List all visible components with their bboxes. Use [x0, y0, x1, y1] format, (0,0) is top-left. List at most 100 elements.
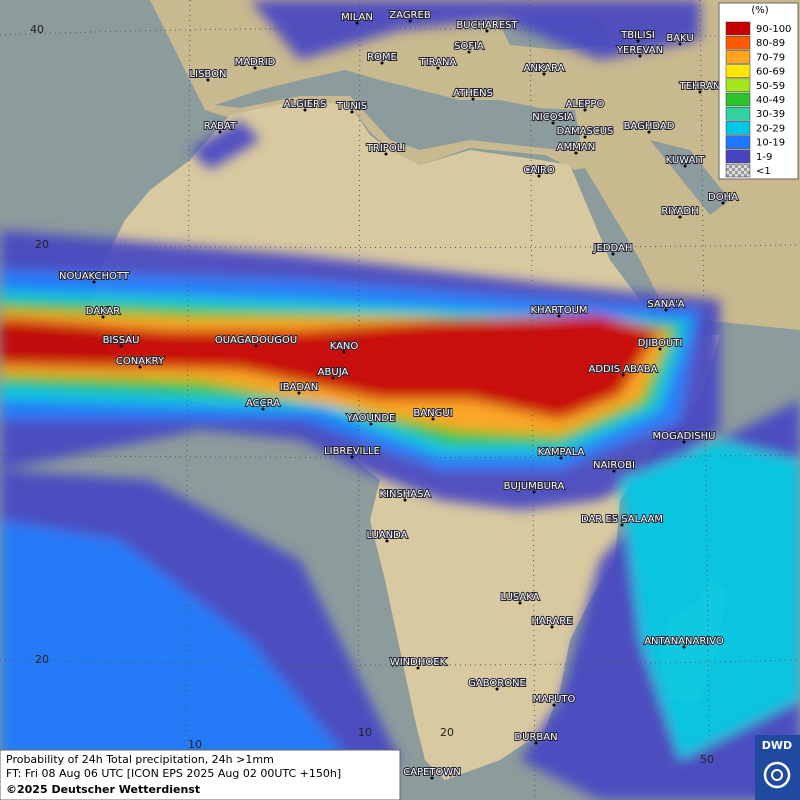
city-dot — [698, 90, 702, 94]
logo-bg — [755, 735, 800, 800]
city-dot — [101, 315, 105, 319]
grid-label: 20 — [440, 726, 454, 739]
city-label: BUCHAREST — [456, 20, 518, 31]
grid-label: 20 — [35, 653, 49, 666]
mediterranean — [215, 70, 580, 150]
city-dot — [331, 376, 335, 380]
city-label: BISSAU — [103, 335, 140, 346]
city-dot — [350, 110, 354, 114]
city-label: HARARE — [531, 616, 572, 627]
city-dot — [611, 252, 615, 256]
city-label: NICOSIA — [532, 112, 574, 123]
dwd-logo: DWD — [755, 735, 800, 800]
city-label: DURBAN — [514, 732, 557, 743]
city-dot — [119, 344, 123, 348]
city-label: WINDHOEK — [390, 657, 447, 668]
city-label: OUAGADOUGOU — [215, 335, 297, 346]
legend-label: 90-100 — [756, 24, 791, 35]
city-dot — [467, 50, 471, 54]
legend-items: 90-100 80-89 70-79 60-69 50-59 40-49 30-39 20-2… — [725, 21, 791, 178]
footer-box — [0, 749, 401, 800]
city-label: LISBON — [190, 69, 227, 80]
city-label: MOGADISHU — [653, 431, 716, 442]
gulf — [650, 140, 730, 215]
city-label: ACCRA — [246, 398, 280, 409]
city-dot — [683, 164, 687, 168]
city-dot — [92, 280, 96, 284]
legend-swatch — [725, 21, 751, 36]
city-label: ABUJA — [318, 367, 349, 378]
city-dot — [138, 365, 142, 369]
city-dot — [621, 373, 625, 377]
city-dot — [485, 29, 489, 33]
city-dot — [518, 601, 522, 605]
city-dot — [369, 422, 373, 426]
city-dot — [253, 66, 257, 70]
red-sea — [575, 168, 665, 318]
logo-swirl-inner — [771, 769, 783, 781]
city-label: DOHA — [708, 192, 738, 203]
city-label: BAGHDAD — [624, 121, 675, 132]
city-dot — [342, 350, 346, 354]
city-dot — [636, 39, 640, 43]
city-dot — [303, 108, 307, 112]
city-dot — [574, 151, 578, 155]
city-labels: MILAN ZAGREB BUCHAREST TBILISI BAKU MADRID ROM… — [58, 9, 739, 780]
city-label: BAKU — [666, 33, 693, 44]
legend-label: 10-19 — [756, 138, 785, 149]
grid-label: 10 — [188, 738, 202, 751]
city-label: LUSAKA — [501, 592, 540, 603]
legend-label: 60-69 — [756, 67, 785, 78]
city-label: TRIPOLI — [366, 143, 405, 154]
city-dot — [403, 498, 407, 502]
city-label: MILAN — [341, 12, 373, 23]
city-dot — [638, 54, 642, 58]
city-label: MAPUTO — [533, 694, 576, 705]
city-label: ROME — [367, 52, 397, 63]
city-label: CONAKRY — [116, 356, 165, 367]
legend: (%) 90-100 80-89 70-79 60-69 50-59 40-49 30-39… — [718, 2, 799, 180]
city-dot — [559, 456, 563, 460]
city-label: KUWAIT — [666, 155, 706, 166]
city-label: MADRID — [235, 57, 276, 68]
city-label: ATHENS — [453, 88, 493, 99]
legend-swatch — [725, 92, 751, 107]
grid-labels: 40 20 20 10 10 20 50 — [30, 23, 714, 766]
city-label: TIRANA — [419, 57, 457, 68]
city-dot — [647, 130, 651, 134]
legend-label: 20-29 — [756, 123, 785, 134]
city-dot — [682, 645, 686, 649]
city-dot — [254, 344, 258, 348]
city-dot — [408, 19, 412, 23]
legend-swatch — [725, 135, 751, 149]
legend-swatch — [725, 149, 751, 164]
legend-label: 70-79 — [756, 52, 785, 63]
grid-label: 20 — [35, 238, 49, 251]
legend-swatch — [725, 163, 751, 178]
city-label: RABAT — [204, 121, 237, 132]
city-dot — [218, 130, 222, 134]
city-dot — [384, 152, 388, 156]
footer-line2: FT: Fri 08 Aug 06 UTC [ICON EPS 2025 Aug… — [6, 767, 341, 780]
city-label: DAR ES SALAAM — [581, 514, 663, 525]
city-dot — [385, 539, 389, 543]
legend-label: <1 — [756, 166, 771, 177]
city-dot — [355, 21, 359, 25]
footer-line1: Probability of 24h Total precipitation, … — [6, 753, 274, 766]
city-label: TUNIS — [336, 101, 367, 112]
city-label: GABORONE — [468, 678, 526, 689]
legend-swatch — [725, 35, 751, 50]
city-label: TEHRAN — [679, 81, 721, 92]
city-dot — [206, 78, 210, 82]
city-label: DAKAR — [86, 306, 121, 317]
city-label: ADDIS ABABA — [589, 364, 658, 375]
city-label: CAIRO — [523, 165, 555, 176]
city-dot — [471, 97, 475, 101]
city-dot — [542, 72, 546, 76]
city-label: KINSHASA — [379, 489, 430, 500]
city-dot — [658, 347, 662, 351]
logo-text: DWD — [762, 739, 792, 752]
city-dot — [537, 174, 541, 178]
legend-swatch — [725, 121, 751, 135]
